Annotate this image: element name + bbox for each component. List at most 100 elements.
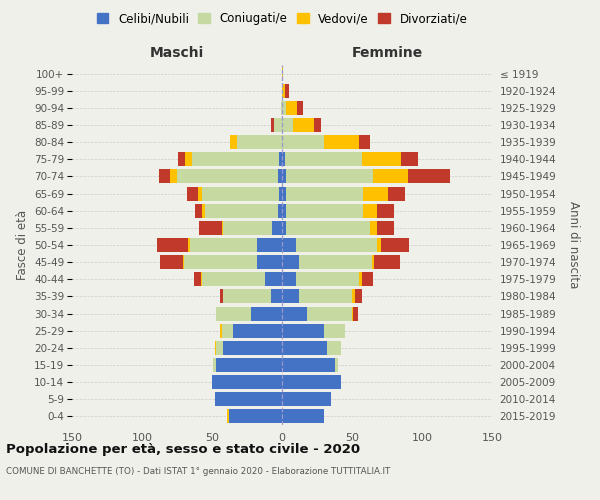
Bar bbox=[222, 324, 233, 338]
Bar bbox=[271, 118, 274, 132]
Bar bbox=[193, 152, 279, 166]
Bar bbox=[371, 255, 374, 269]
Bar bbox=[223, 221, 272, 235]
Bar bbox=[279, 186, 282, 200]
Bar bbox=[265, 272, 282, 286]
Bar bbox=[278, 170, 282, 183]
Bar bbox=[216, 358, 282, 372]
Bar bbox=[362, 272, 373, 286]
Bar bbox=[282, 290, 299, 304]
Bar bbox=[286, 170, 373, 183]
Bar bbox=[324, 324, 345, 338]
Bar bbox=[205, 204, 278, 218]
Bar bbox=[359, 135, 370, 149]
Bar bbox=[177, 170, 278, 183]
Bar bbox=[216, 306, 251, 320]
Bar bbox=[327, 341, 341, 355]
Y-axis label: Anni di nascita: Anni di nascita bbox=[568, 202, 580, 288]
Bar bbox=[159, 170, 170, 183]
Bar bbox=[227, 410, 229, 424]
Bar bbox=[223, 341, 282, 355]
Bar bbox=[251, 306, 282, 320]
Bar bbox=[282, 392, 331, 406]
Bar bbox=[160, 255, 182, 269]
Bar bbox=[374, 255, 400, 269]
Bar bbox=[299, 255, 371, 269]
Bar bbox=[282, 101, 286, 115]
Bar bbox=[198, 186, 202, 200]
Y-axis label: Fasce di età: Fasce di età bbox=[16, 210, 29, 280]
Bar bbox=[293, 118, 314, 132]
Bar bbox=[215, 341, 216, 355]
Text: Maschi: Maschi bbox=[150, 46, 204, 60]
Bar bbox=[373, 170, 408, 183]
Bar bbox=[363, 204, 377, 218]
Bar bbox=[202, 186, 279, 200]
Bar bbox=[377, 238, 382, 252]
Bar bbox=[299, 290, 352, 304]
Bar bbox=[282, 118, 293, 132]
Bar bbox=[362, 152, 401, 166]
Bar bbox=[298, 101, 303, 115]
Bar bbox=[282, 272, 296, 286]
Bar bbox=[282, 84, 285, 98]
Text: Popolazione per età, sesso e stato civile - 2020: Popolazione per età, sesso e stato civil… bbox=[6, 442, 360, 456]
Bar bbox=[408, 170, 450, 183]
Bar bbox=[282, 306, 307, 320]
Bar bbox=[220, 290, 223, 304]
Bar bbox=[271, 290, 282, 304]
Bar bbox=[278, 204, 282, 218]
Bar bbox=[353, 306, 358, 320]
Bar bbox=[282, 238, 296, 252]
Bar bbox=[286, 221, 370, 235]
Bar bbox=[286, 204, 363, 218]
Bar bbox=[187, 186, 198, 200]
Bar bbox=[286, 186, 363, 200]
Bar bbox=[282, 221, 286, 235]
Bar bbox=[352, 306, 353, 320]
Bar bbox=[388, 186, 405, 200]
Bar bbox=[282, 358, 335, 372]
Bar bbox=[286, 101, 298, 115]
Bar bbox=[282, 324, 324, 338]
Bar bbox=[314, 118, 321, 132]
Text: COMUNE DI BANCHETTE (TO) - Dati ISTAT 1° gennaio 2020 - Elaborazione TUTTITALIA.: COMUNE DI BANCHETTE (TO) - Dati ISTAT 1°… bbox=[6, 468, 391, 476]
Bar bbox=[282, 204, 286, 218]
Bar bbox=[279, 152, 282, 166]
Bar bbox=[401, 152, 418, 166]
Bar bbox=[282, 255, 299, 269]
Bar bbox=[216, 341, 223, 355]
Bar bbox=[195, 204, 202, 218]
Bar bbox=[220, 324, 222, 338]
Bar bbox=[178, 152, 185, 166]
Bar bbox=[257, 238, 282, 252]
Bar bbox=[282, 186, 286, 200]
Bar bbox=[382, 238, 409, 252]
Bar bbox=[194, 272, 201, 286]
Bar bbox=[274, 118, 282, 132]
Bar bbox=[377, 221, 394, 235]
Bar bbox=[190, 238, 257, 252]
Bar bbox=[285, 84, 289, 98]
Bar bbox=[282, 66, 283, 80]
Bar bbox=[182, 255, 184, 269]
Bar bbox=[223, 290, 271, 304]
Bar bbox=[377, 204, 394, 218]
Bar bbox=[185, 152, 193, 166]
Bar bbox=[324, 135, 359, 149]
Bar bbox=[355, 290, 362, 304]
Bar bbox=[296, 272, 359, 286]
Bar bbox=[281, 101, 282, 115]
Bar bbox=[282, 375, 341, 389]
Bar bbox=[363, 186, 388, 200]
Bar bbox=[233, 324, 282, 338]
Bar bbox=[202, 272, 265, 286]
Bar bbox=[230, 135, 237, 149]
Bar bbox=[184, 255, 257, 269]
Bar bbox=[282, 152, 285, 166]
Bar bbox=[229, 410, 282, 424]
Bar bbox=[307, 306, 352, 320]
Bar bbox=[237, 135, 282, 149]
Bar bbox=[214, 358, 216, 372]
Text: Femmine: Femmine bbox=[352, 46, 422, 60]
